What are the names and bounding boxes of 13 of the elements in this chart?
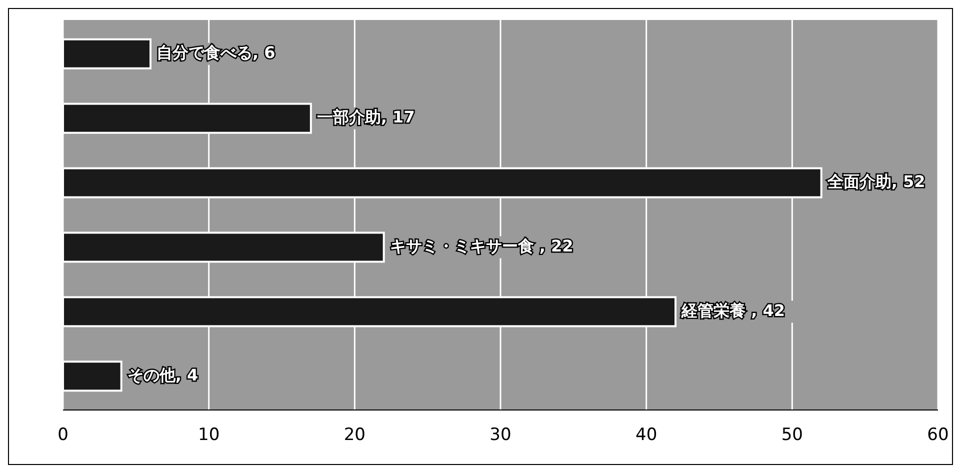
data-label: 自分で食べる, 6: [156, 43, 276, 62]
x-tick-label: 10: [198, 425, 220, 445]
data-label: その他, 4: [127, 366, 198, 385]
x-tick-label: 60: [927, 425, 949, 445]
x-tick-label: 50: [781, 425, 803, 445]
x-tick-label: 20: [344, 425, 366, 445]
x-tick-label: 30: [490, 425, 512, 445]
x-tick-label: 0: [58, 425, 68, 445]
data-label: キサミ・ミキサー食 , 22: [390, 236, 574, 256]
data-label: 一部介助, 17: [316, 108, 415, 127]
data-label: 全面介助, 52: [826, 172, 926, 192]
data-label: 経管栄養 , 42: [680, 301, 785, 320]
x-tick-label: 40: [636, 425, 658, 445]
